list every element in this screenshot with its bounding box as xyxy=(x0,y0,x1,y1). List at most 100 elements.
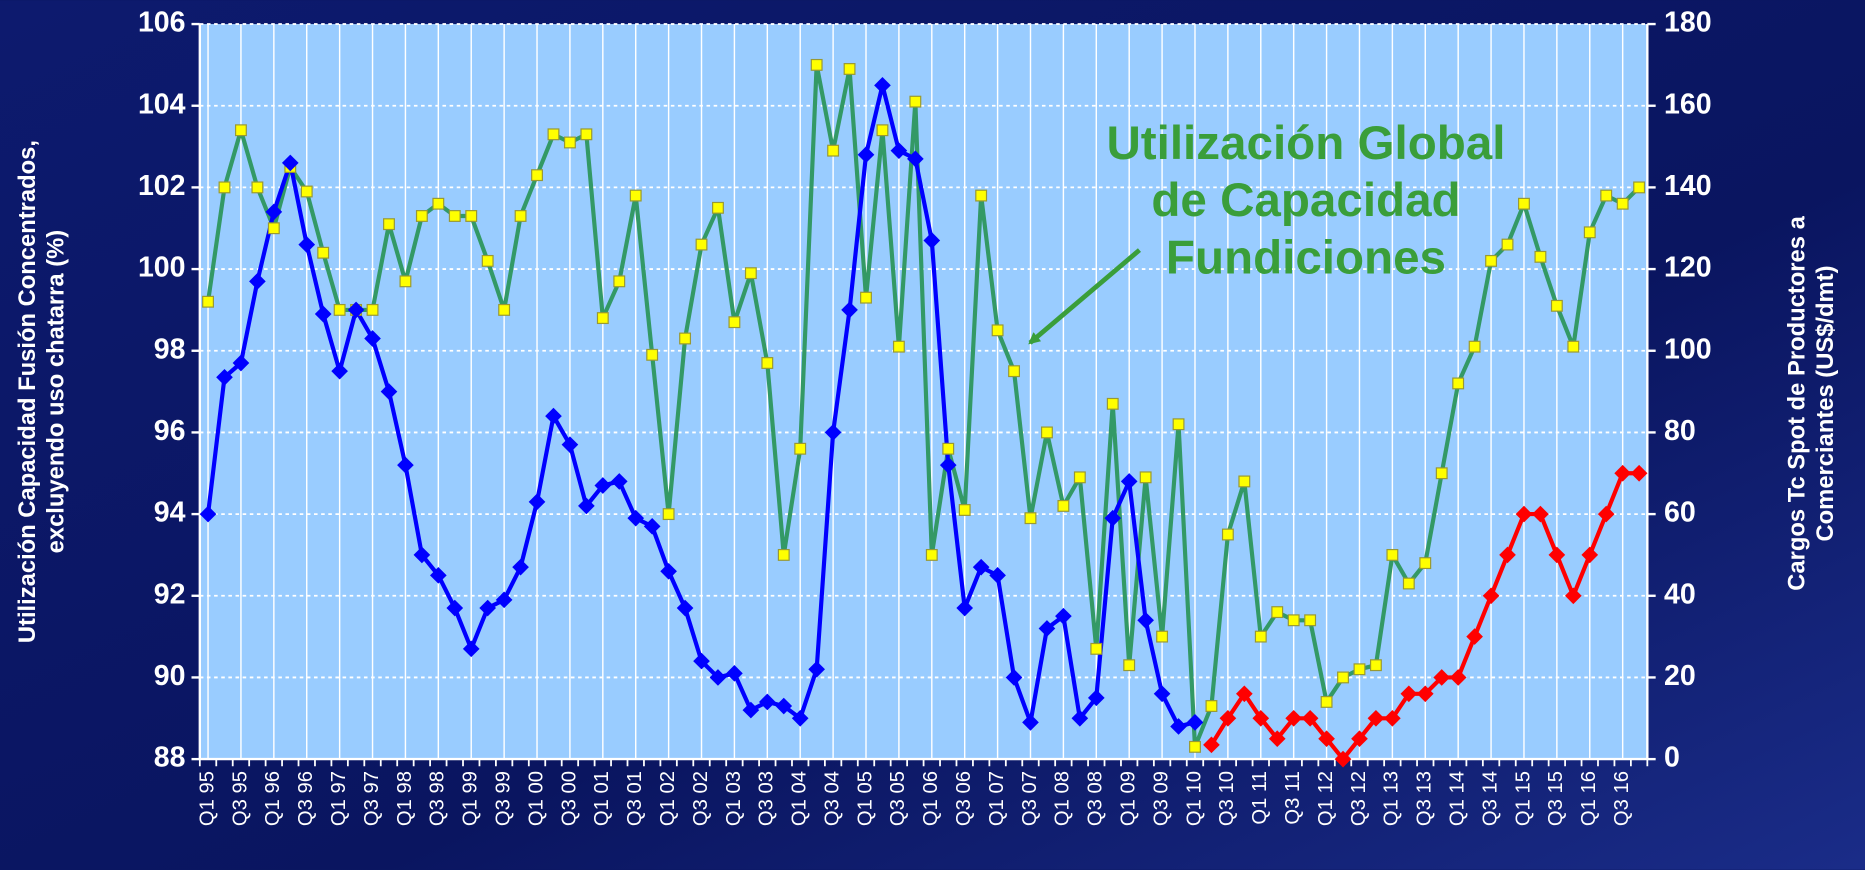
annotation-text: Utilización Global xyxy=(1106,117,1505,170)
marker xyxy=(495,591,513,609)
marker xyxy=(1433,669,1451,686)
marker xyxy=(1567,340,1580,353)
y-axis-title: Utilización Capacidad Fusión Concentrado… xyxy=(14,140,70,643)
marker xyxy=(956,599,974,617)
marker xyxy=(1449,669,1467,686)
x-tick-label: Q1 02 xyxy=(657,771,679,826)
marker xyxy=(1301,709,1319,727)
x-tick-label: Q1 15 xyxy=(1512,771,1534,826)
marker xyxy=(1008,365,1020,378)
x-tick-label: Q3 12 xyxy=(1348,771,1370,826)
marker xyxy=(202,295,214,308)
x-tick-label: Q1 12 xyxy=(1315,771,1337,826)
marker xyxy=(1583,226,1596,239)
marker xyxy=(1087,689,1105,707)
marker xyxy=(1285,709,1303,727)
marker xyxy=(1532,505,1549,523)
marker xyxy=(1384,709,1401,727)
marker xyxy=(1172,418,1185,431)
y-axis-title-line: Utilización Capacidad Fusión Concentrado… xyxy=(14,140,41,643)
marker xyxy=(1203,736,1220,754)
marker xyxy=(1600,189,1613,202)
marker xyxy=(1238,475,1251,488)
marker xyxy=(728,316,741,329)
x-tick-label: Q3 16 xyxy=(1611,771,1633,826)
marker xyxy=(1320,695,1333,708)
x-tick-label: Q3 03 xyxy=(756,771,778,826)
y-tick-label: 102 xyxy=(138,170,186,202)
marker xyxy=(709,669,727,686)
y-tick-label: 98 xyxy=(154,333,186,365)
marker xyxy=(874,76,891,94)
marker xyxy=(876,124,889,137)
marker xyxy=(841,301,858,319)
marker xyxy=(1153,685,1171,703)
marker xyxy=(1466,628,1483,645)
x-tick-label: Q3 04 xyxy=(821,771,843,826)
x-tick-label: Q3 98 xyxy=(427,771,449,826)
marker xyxy=(481,254,494,267)
y2-tick-label: 20 xyxy=(1664,660,1696,692)
marker xyxy=(430,567,447,584)
annotation-text: Fundiciones xyxy=(1166,231,1446,284)
marker xyxy=(1055,607,1072,625)
marker xyxy=(1104,509,1122,527)
marker xyxy=(580,128,593,141)
x-tick-label: Q3 14 xyxy=(1479,771,1501,826)
marker xyxy=(693,652,710,670)
marker xyxy=(758,693,776,711)
marker xyxy=(1435,467,1448,480)
marker xyxy=(972,558,990,576)
marker xyxy=(281,154,299,172)
marker xyxy=(1254,630,1267,643)
marker xyxy=(383,218,395,231)
marker xyxy=(991,324,1004,337)
marker xyxy=(1501,238,1514,251)
y2-axis-title: Cargos Tc Spot de Productores a Comercian… xyxy=(1784,215,1840,590)
marker xyxy=(1482,587,1500,605)
y-tick-label: 106 xyxy=(138,7,186,39)
x-tick-label: Q3 95 xyxy=(229,771,251,826)
marker xyxy=(1485,254,1498,267)
marker xyxy=(1337,671,1349,684)
marker xyxy=(1386,548,1399,561)
marker xyxy=(1499,546,1516,564)
marker xyxy=(1038,620,1056,637)
marker xyxy=(397,456,414,474)
marker xyxy=(1369,659,1382,672)
y-tick-label: 94 xyxy=(154,497,186,529)
x-tick-label: Q1 05 xyxy=(854,771,876,826)
x-tick-label: Q3 08 xyxy=(1085,771,1107,826)
marker xyxy=(1071,709,1089,727)
y-tick-label: 100 xyxy=(138,252,186,284)
y-axis-title-line: excluyendo uso chatarra (%) xyxy=(42,230,69,554)
x-tick-label: Q3 10 xyxy=(1216,771,1238,826)
marker xyxy=(1186,714,1204,731)
x-tick-label: Q1 03 xyxy=(723,771,745,826)
marker xyxy=(827,144,840,157)
y-tick-label: 104 xyxy=(138,88,186,120)
x-tick-label: Q1 16 xyxy=(1578,771,1600,826)
annotation-text: de Capacidad xyxy=(1151,174,1460,227)
marker xyxy=(1189,740,1201,753)
y2-tick-label: 40 xyxy=(1664,578,1696,610)
x-tick-label: Q1 99 xyxy=(460,771,482,826)
x-tick-label: Q1 04 xyxy=(789,771,811,826)
marker xyxy=(1137,611,1154,629)
y2-tick-label: 0 xyxy=(1664,742,1680,774)
y2-tick-label: 60 xyxy=(1664,497,1696,529)
marker xyxy=(1236,685,1253,703)
marker xyxy=(843,63,856,75)
x-tick-label: Q1 14 xyxy=(1447,771,1469,826)
marker xyxy=(1550,299,1563,312)
x-tick-label: Q1 98 xyxy=(394,771,416,826)
x-tick-label: Q3 99 xyxy=(492,771,514,826)
marker xyxy=(199,505,217,523)
marker xyxy=(1271,606,1284,619)
marker xyxy=(712,201,724,214)
y2-tick-label: 160 xyxy=(1664,88,1712,120)
marker xyxy=(1005,669,1023,686)
x-tick-label: Q1 13 xyxy=(1381,771,1403,826)
marker xyxy=(300,185,313,198)
